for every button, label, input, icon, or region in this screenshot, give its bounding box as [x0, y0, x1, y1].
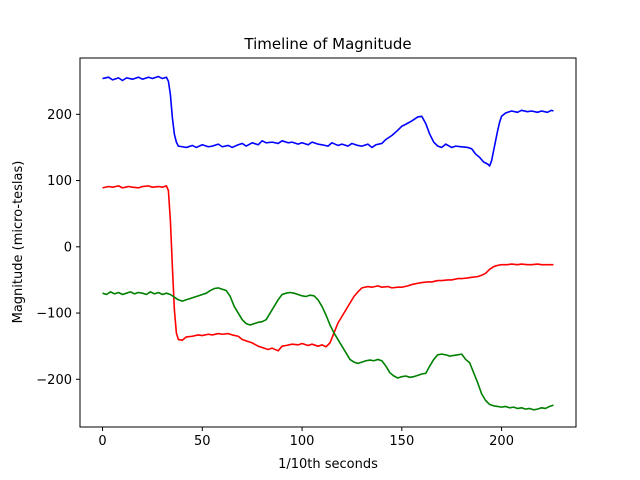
x-tick-label: 200	[489, 434, 514, 449]
y-tick-label: 0	[64, 240, 72, 255]
y-tick-label: 100	[47, 174, 72, 189]
x-tick-label: 100	[290, 434, 315, 449]
series-layer	[102, 75, 554, 411]
x-tick-label: 150	[389, 434, 414, 449]
y-tick-label: −200	[36, 373, 72, 388]
series-line-2	[102, 287, 554, 411]
series-line-0	[102, 75, 554, 167]
y-tick-label: −100	[36, 307, 72, 322]
x-tick-label: 50	[194, 434, 211, 449]
x-axis-label: 1/10th seconds	[278, 457, 378, 472]
x-tick-label: 0	[98, 434, 106, 449]
series-line-1	[102, 185, 554, 352]
y-axis-label: Magnitude (micro-teslas)	[11, 161, 26, 324]
y-tick-label: 200	[47, 108, 72, 123]
chart-title: Timeline of Magnitude	[243, 35, 411, 53]
plot-frame	[79, 57, 577, 428]
axis-layer: 0 50 100 150 200 −200 −100 0 100 200	[36, 108, 514, 449]
